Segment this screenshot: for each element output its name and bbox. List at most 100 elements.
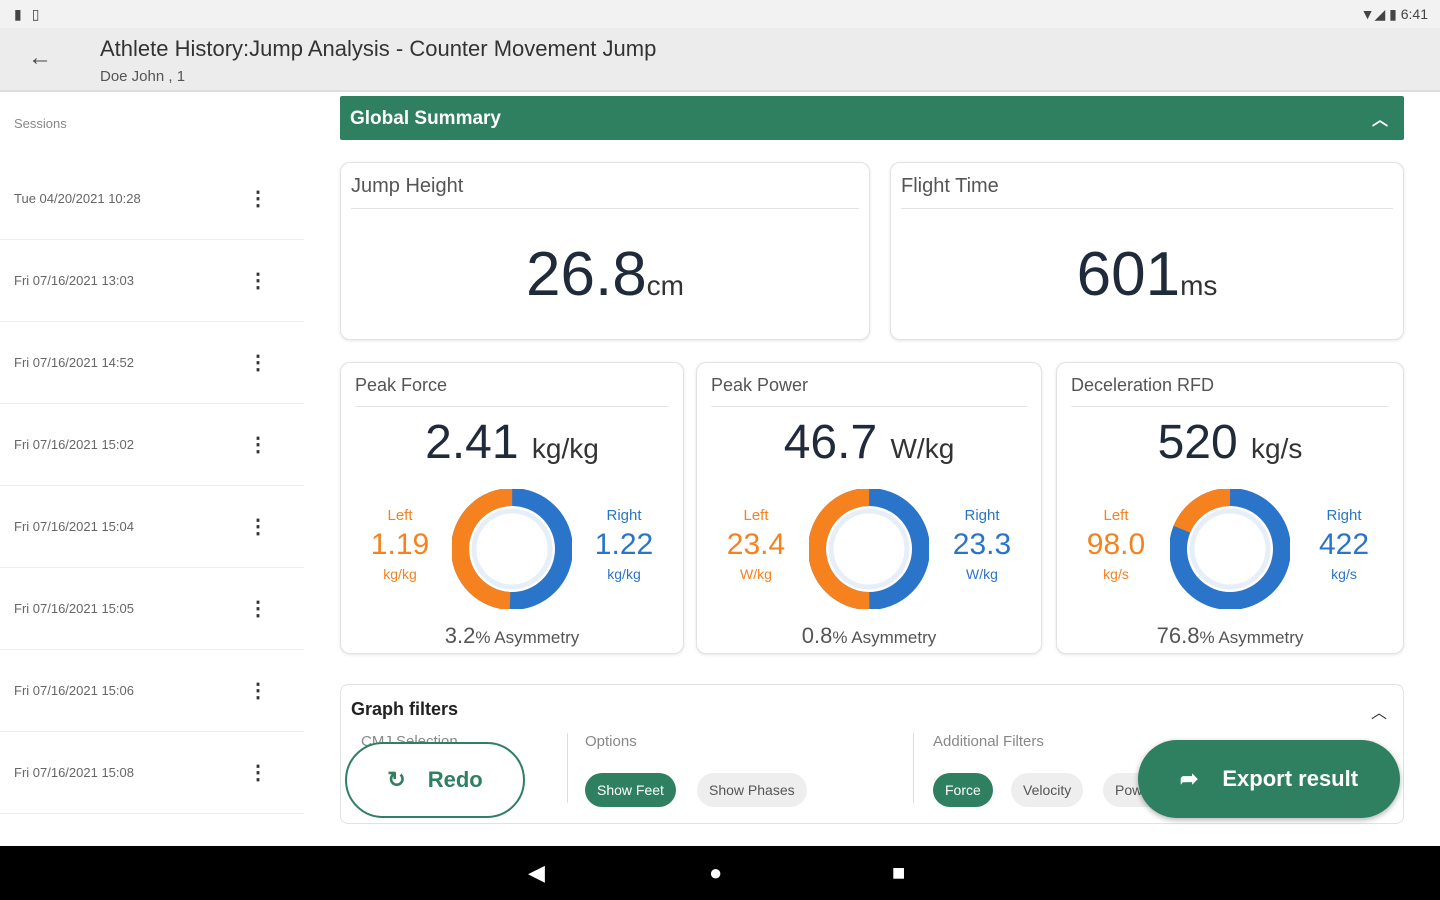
right-unit: W/kg <box>966 566 998 582</box>
session-item[interactable]: Fri 07/16/2021 15:04 ⋮ <box>0 486 304 568</box>
more-vert-icon[interactable]: ⋮ <box>248 188 268 210</box>
clock: 6:41 <box>1400 6 1428 22</box>
session-date: Fri 07/16/2021 15:02 <box>14 437 134 452</box>
more-vert-icon[interactable]: ⋮ <box>248 680 268 702</box>
inner-ring <box>828 508 910 590</box>
redo-label: Redo <box>427 767 483 792</box>
more-vert-icon[interactable]: ⋮ <box>248 516 268 538</box>
session-item[interactable]: Fri 07/16/2021 15:05 ⋮ <box>0 568 304 650</box>
session-item[interactable]: Fri 07/16/2021 15:08 ⋮ <box>0 732 304 814</box>
main-content: Global Summary ︿ Jump Height 26.8cm Fligh… <box>340 96 1404 824</box>
redo-button[interactable]: ↻ Redo <box>345 742 525 818</box>
metric-value: 2.41 <box>425 416 519 469</box>
asymmetry-value: 0.8 <box>801 623 833 648</box>
right-label: Right <box>606 507 642 524</box>
jump-height-card: Jump Height 26.8cm <box>340 162 870 340</box>
divider <box>913 733 914 803</box>
asymmetry-value: 3.2 <box>444 623 476 648</box>
jump-height-unit: cm <box>646 270 684 301</box>
session-item[interactable]: Fri 07/16/2021 15:02 ⋮ <box>0 404 304 486</box>
asymmetry-label: % Asymmetry <box>832 628 937 647</box>
session-date: Tue 04/20/2021 10:28 <box>14 191 141 206</box>
options-label: Options <box>585 733 637 750</box>
asymmetry-label: % Asymmetry <box>1199 628 1304 647</box>
jump-height-label: Jump Height <box>351 175 859 209</box>
nav-home-icon[interactable]: ● <box>709 860 723 885</box>
more-vert-icon[interactable]: ⋮ <box>248 352 268 374</box>
left-value: 98.0 <box>1086 528 1146 561</box>
right-value: 23.3 <box>952 528 1012 561</box>
status-bar: ▮▯ ▼◢ ▮ 6:41 <box>0 0 1440 28</box>
additional-filters-label: Additional Filters <box>933 733 1044 750</box>
chip-velocity[interactable]: Velocity <box>1011 773 1084 807</box>
session-item[interactable]: Fri 07/16/2021 15:06 ⋮ <box>0 650 304 732</box>
global-summary-header[interactable]: Global Summary ︿ <box>340 96 1404 140</box>
chip-show-feet[interactable]: Show Feet <box>585 773 676 807</box>
metric-card: Peak Power 46.7 W/kg Left 23.4 W/kg Right 2… <box>696 362 1042 654</box>
more-vert-icon[interactable]: ⋮ <box>248 270 268 292</box>
metric-value: 520 <box>1157 416 1238 469</box>
session-item[interactable]: Fri 07/16/2021 13:03 ⋮ <box>0 240 304 322</box>
right-unit: kg/kg <box>607 566 641 582</box>
right-label: Right <box>964 507 1000 524</box>
global-summary-title: Global Summary <box>350 108 501 129</box>
metric-label: Deceleration RFD <box>1071 375 1389 407</box>
left-label: Left <box>387 507 413 524</box>
left-label: Left <box>743 507 769 524</box>
sessions-sidebar: Sessions Tue 04/20/2021 10:28 ⋮ Fri 07/16/… <box>0 94 304 846</box>
athlete-name: Doe John , 1 <box>100 68 186 85</box>
right-value: 422 <box>1318 528 1370 561</box>
metric-unit: kg/kg <box>531 433 599 464</box>
sessions-heading: Sessions <box>14 116 67 131</box>
left-unit: kg/kg <box>383 566 417 582</box>
more-vert-icon[interactable]: ⋮ <box>248 762 268 784</box>
jump-height-value: 26.8 <box>526 240 647 309</box>
session-item[interactable]: Fri 07/16/2021 14:52 ⋮ <box>0 322 304 404</box>
flight-time-card: Flight Time 601ms <box>890 162 1404 340</box>
nav-recents-icon[interactable]: ■ <box>892 860 906 885</box>
asymmetry-label: % Asymmetry <box>475 628 580 647</box>
asymmetry-value: 76.8 <box>1156 623 1200 648</box>
session-date: Fri 07/16/2021 15:04 <box>14 519 134 534</box>
flight-time-label: Flight Time <box>901 175 1393 209</box>
metric-label: Peak Force <box>355 375 669 407</box>
flight-time-value: 601 <box>1076 240 1181 309</box>
redo-icon: ↻ <box>387 767 406 792</box>
export-result-button[interactable]: ➦ Export result <box>1138 740 1400 818</box>
notification-icons: ▮▯ <box>14 6 50 22</box>
metric-unit: W/kg <box>890 433 955 464</box>
graph-filters-title: Graph filters <box>351 699 459 719</box>
metric-card: Peak Force 2.41 kg/kg Left 1.19 kg/kg Righ… <box>340 362 684 654</box>
asymmetry-donut <box>1170 489 1290 609</box>
export-label: Export result <box>1222 766 1359 791</box>
left-segment <box>1170 489 1290 609</box>
right-value: 1.22 <box>594 528 654 561</box>
right-label: Right <box>1326 507 1362 524</box>
session-item[interactable]: Tue 04/20/2021 10:28 ⋮ <box>0 158 304 240</box>
flight-time-unit: ms <box>1180 270 1218 301</box>
wifi-icon: ▼◢ ▮ <box>1360 6 1401 22</box>
asymmetry-donut <box>809 489 929 609</box>
back-arrow-icon[interactable]: ← <box>28 44 52 71</box>
left-segment <box>452 489 572 609</box>
app-bar: ← Athlete History:Jump Analysis - Counte… <box>0 28 1440 92</box>
more-vert-icon[interactable]: ⋮ <box>248 598 268 620</box>
metric-value: 46.7 <box>783 416 878 469</box>
asymmetry-donut <box>452 489 572 609</box>
page-title: Athlete History:Jump Analysis - Counter … <box>100 36 657 61</box>
inner-ring <box>1189 508 1271 590</box>
inner-ring <box>471 508 553 590</box>
session-date: Fri 07/16/2021 15:08 <box>14 765 134 780</box>
nav-back-icon[interactable]: ◀ <box>528 860 545 885</box>
chip-show-phases[interactable]: Show Phases <box>697 773 807 807</box>
left-label: Left <box>1103 507 1129 524</box>
chevron-up-icon[interactable]: ︿ <box>1370 705 1387 722</box>
left-value: 23.4 <box>726 528 786 561</box>
chevron-up-icon[interactable]: ︿ <box>1371 112 1388 129</box>
metric-unit: kg/s <box>1251 433 1303 464</box>
chip-force[interactable]: Force <box>933 773 993 807</box>
session-date: Fri 07/16/2021 13:03 <box>14 273 134 288</box>
more-vert-icon[interactable]: ⋮ <box>248 434 268 456</box>
metric-card: Deceleration RFD 520 kg/s Left 98.0 kg/s R… <box>1056 362 1404 654</box>
share-arrow-icon: ➦ <box>1179 766 1199 791</box>
